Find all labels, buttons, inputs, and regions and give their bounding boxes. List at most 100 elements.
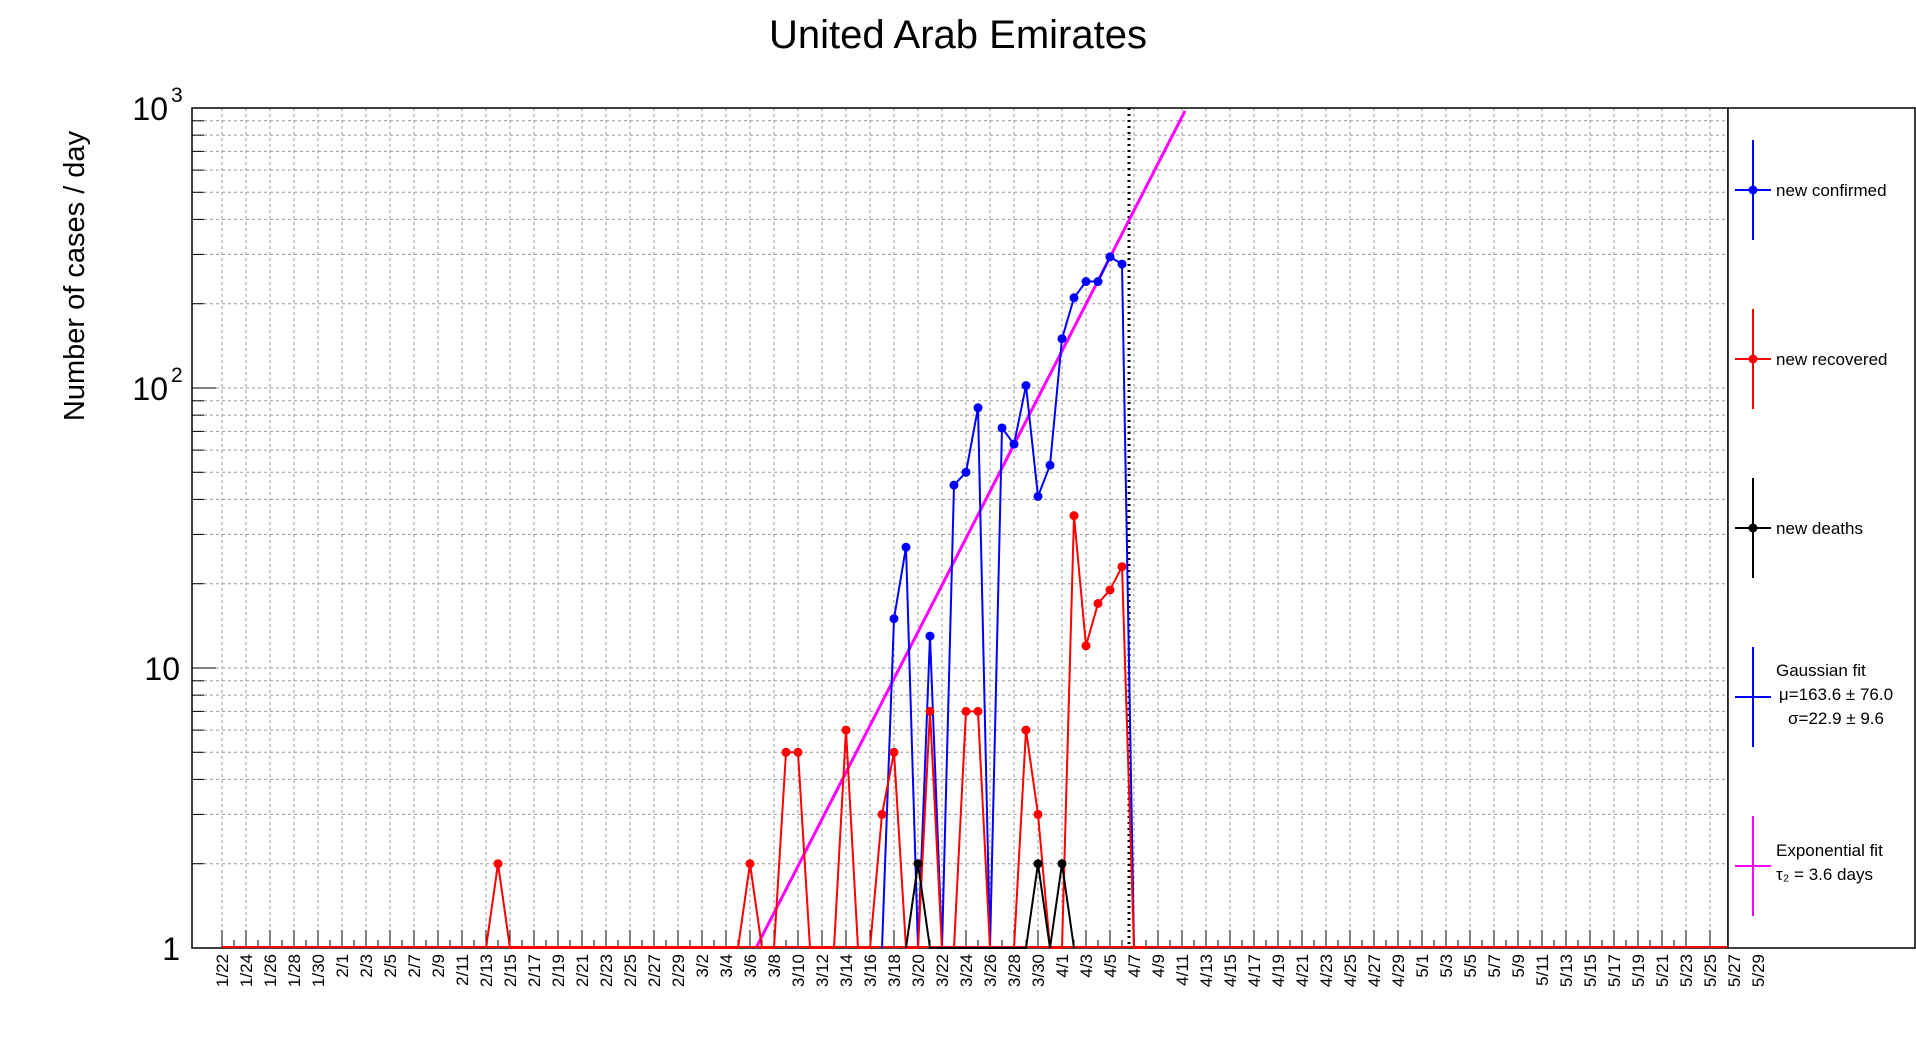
- x-tick-label: 3/6: [741, 954, 760, 978]
- legend-Gaussian-fit-label: μ=163.6 ± 76.0: [1779, 685, 1893, 704]
- x-tick-label: 3/10: [789, 954, 808, 987]
- x-tick-label: 3/16: [861, 954, 880, 987]
- x-tick-label: 1/26: [261, 954, 280, 987]
- x-tick-label: 5/23: [1677, 954, 1696, 987]
- x-tick-label: 3/30: [1029, 954, 1048, 987]
- new-recovered-point: [925, 706, 935, 716]
- new-confirmed-point: [901, 542, 911, 552]
- x-tick-label: 2/17: [525, 954, 544, 987]
- x-tick-label: 3/2: [693, 954, 712, 978]
- x-tick-label: 2/7: [405, 954, 424, 978]
- fit-curves: [754, 110, 1187, 949]
- x-tick-label: 2/25: [621, 954, 640, 987]
- x-tick-label: 2/11: [453, 954, 472, 986]
- y-tick-label: 10: [144, 651, 180, 687]
- x-tick-label: 4/9: [1149, 954, 1168, 978]
- new-recovered-point: [1093, 598, 1103, 608]
- new-confirmed-point: [973, 403, 983, 413]
- x-tick-label: 2/29: [669, 954, 688, 987]
- new-recovered-point: [745, 859, 755, 869]
- gridlines: [192, 107, 1759, 949]
- x-tick-label: 4/11: [1173, 954, 1192, 986]
- new-deaths-point: [1057, 859, 1067, 869]
- x-tick-label: 5/7: [1485, 954, 1504, 978]
- exponential-fit-curve: [754, 110, 1187, 949]
- new-recovered-point: [781, 747, 791, 757]
- new-recovered-point: [1021, 725, 1031, 735]
- new-deaths-point: [1033, 859, 1043, 869]
- legend-Gaussian-fit-label: σ=22.9 ± 9.6: [1788, 709, 1884, 728]
- legend-new-deaths-marker: [1748, 523, 1758, 533]
- new-recovered-point: [877, 809, 887, 819]
- y-axis-label: Number of cases / day: [59, 130, 91, 421]
- x-tick-label: 5/21: [1653, 954, 1672, 987]
- new-confirmed-point: [925, 631, 935, 641]
- legend-Exponential-fit-label: τ₂ = 3.6 days: [1776, 865, 1873, 884]
- x-tick-label: 2/9: [429, 954, 448, 978]
- x-tick-label: 3/26: [981, 954, 1000, 987]
- new-confirmed-point: [1081, 277, 1091, 287]
- new-confirmed-point: [1021, 381, 1031, 391]
- x-tick-label: 1/28: [285, 954, 304, 987]
- x-tick-label: 5/25: [1701, 954, 1720, 987]
- new-recovered-point: [493, 859, 503, 869]
- new-recovered-point: [793, 747, 803, 757]
- x-tick-label: 5/3: [1437, 954, 1456, 978]
- legend-new-deaths-label: new deaths: [1776, 519, 1863, 538]
- y-tick-exponent: 3: [171, 84, 183, 107]
- x-tick-label: 2/1: [333, 954, 352, 978]
- x-tick-label: 1/30: [309, 954, 328, 987]
- new-confirmed-point: [961, 467, 971, 477]
- x-tick-label: 4/23: [1317, 954, 1336, 987]
- new-confirmed-point: [1117, 259, 1127, 269]
- x-tick-label: 5/19: [1629, 954, 1648, 987]
- x-tick-label: 4/19: [1269, 954, 1288, 987]
- x-tick-label: 4/17: [1245, 954, 1264, 987]
- x-tick-label: 4/27: [1365, 954, 1384, 987]
- x-tick-label: 2/3: [357, 954, 376, 978]
- y-tick-label: 1: [162, 931, 180, 967]
- new-recovered-point: [961, 706, 971, 716]
- new-confirmed-point: [949, 480, 959, 490]
- x-tick-label: 5/15: [1581, 954, 1600, 987]
- x-tick-label: 4/3: [1077, 954, 1096, 978]
- new-recovered-point: [1105, 585, 1115, 595]
- x-tick-label: 2/13: [477, 954, 496, 987]
- new-deaths-point: [913, 859, 923, 869]
- new-recovered-line: [485, 515, 1146, 949]
- data-series: [222, 252, 1728, 949]
- x-tick-label: 1/22: [213, 954, 232, 987]
- x-tick-label: 3/12: [813, 954, 832, 987]
- x-tick-label: 4/5: [1101, 954, 1120, 978]
- x-tick-label: 3/22: [933, 954, 952, 987]
- x-tick-label: 3/18: [885, 954, 904, 987]
- x-tick-label: 5/1: [1413, 954, 1432, 978]
- legend-new-confirmed-label: new confirmed: [1776, 181, 1887, 200]
- new-recovered-point: [1069, 511, 1079, 521]
- new-confirmed-point: [1009, 439, 1019, 449]
- x-tick-label: 3/4: [717, 954, 736, 978]
- new-recovered-point: [889, 747, 899, 757]
- x-tick-label: 4/15: [1221, 954, 1240, 987]
- x-tick-label: 2/5: [381, 954, 400, 978]
- x-tick-label: 4/7: [1125, 954, 1144, 978]
- x-tick-label: 5/11: [1533, 954, 1552, 986]
- x-tick-label: 5/5: [1461, 954, 1480, 978]
- x-tick-label: 4/21: [1293, 954, 1312, 987]
- y-tick-label: 10: [132, 91, 168, 127]
- x-tick-label: 3/8: [765, 954, 784, 978]
- legend-Exponential-fit-label: Exponential fit: [1776, 841, 1883, 860]
- legend-Gaussian-fit-label: Gaussian fit: [1776, 661, 1866, 680]
- new-recovered-point: [1081, 641, 1091, 651]
- y-tick-label: 10: [132, 371, 168, 407]
- x-tick-label: 5/9: [1509, 954, 1528, 978]
- new-confirmed-point: [1045, 460, 1055, 470]
- new-confirmed-point: [1069, 293, 1079, 303]
- legend-new-recovered-label: new recovered: [1776, 350, 1888, 369]
- x-tick-label: 4/29: [1389, 954, 1408, 987]
- x-tick-label: 3/20: [909, 954, 928, 987]
- chart-title: United Arab Emirates: [769, 13, 1147, 57]
- legend: new confirmed new recovered new deaths Gaus…: [1727, 107, 1916, 949]
- new-deaths-line: [905, 863, 1075, 949]
- x-tick-label: 2/21: [573, 954, 592, 987]
